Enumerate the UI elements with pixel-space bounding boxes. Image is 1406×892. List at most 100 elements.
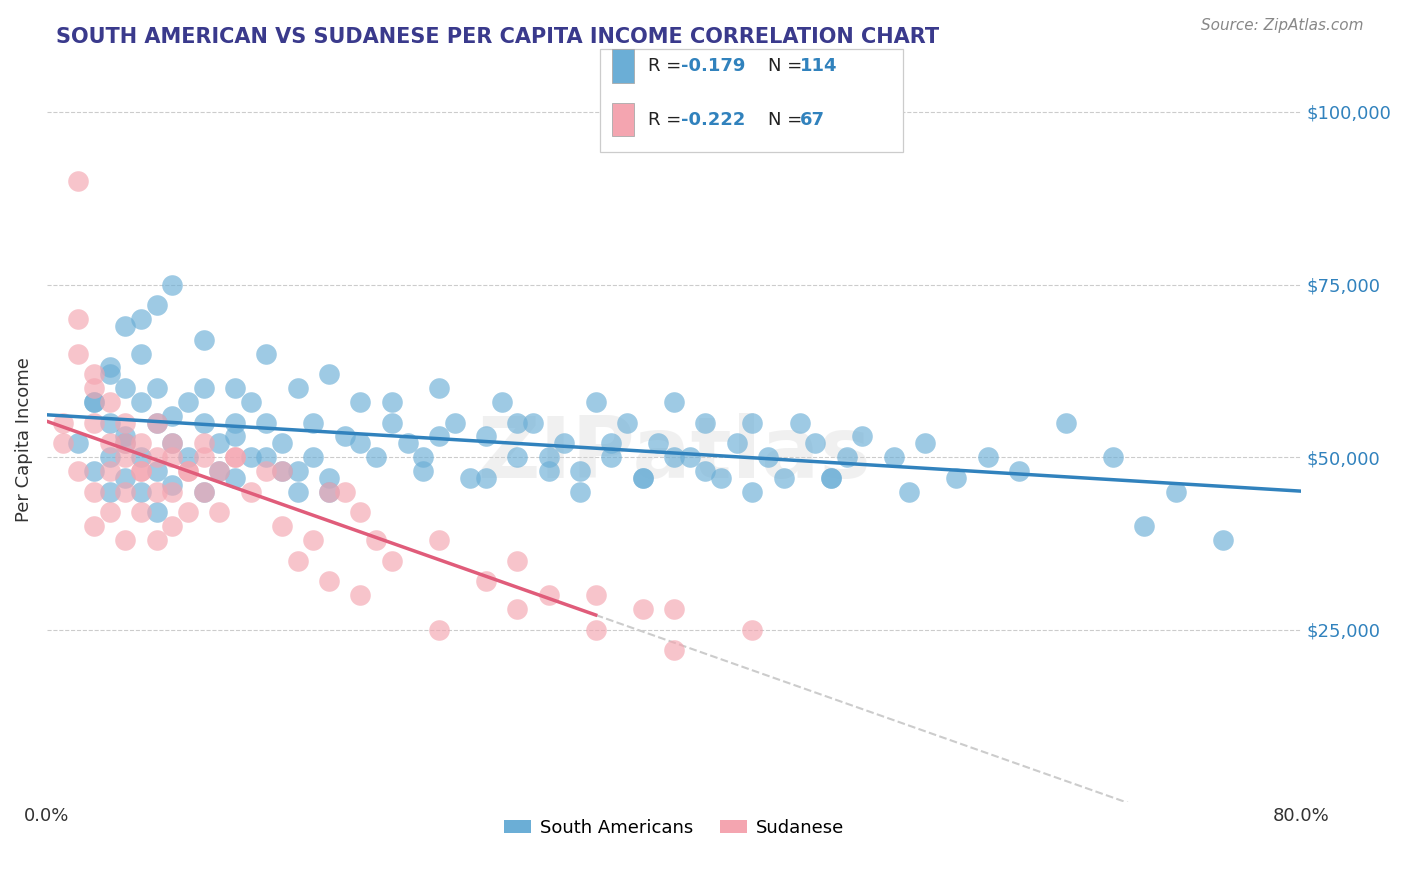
- Point: [254, 346, 277, 360]
- Y-axis label: Per Capita Income: Per Capita Income: [15, 358, 32, 523]
- Point: [177, 505, 200, 519]
- Point: [318, 471, 340, 485]
- Point: [349, 588, 371, 602]
- Point: [254, 416, 277, 430]
- Point: [83, 395, 105, 409]
- Point: [98, 360, 121, 375]
- Point: [271, 464, 294, 478]
- Point: [239, 484, 262, 499]
- Point: [224, 450, 246, 464]
- Point: [114, 436, 136, 450]
- Point: [129, 464, 152, 478]
- Point: [443, 416, 465, 430]
- Point: [616, 416, 638, 430]
- Point: [287, 381, 309, 395]
- Point: [224, 471, 246, 485]
- Point: [67, 464, 90, 478]
- Point: [177, 464, 200, 478]
- Point: [129, 312, 152, 326]
- Point: [851, 429, 873, 443]
- Point: [883, 450, 905, 464]
- Point: [83, 416, 105, 430]
- Point: [145, 416, 167, 430]
- Point: [537, 588, 560, 602]
- Point: [976, 450, 998, 464]
- Point: [318, 484, 340, 499]
- Point: [129, 505, 152, 519]
- Point: [412, 450, 434, 464]
- Point: [349, 505, 371, 519]
- Point: [898, 484, 921, 499]
- Point: [427, 623, 450, 637]
- Point: [302, 450, 325, 464]
- Point: [585, 623, 607, 637]
- Point: [208, 464, 231, 478]
- Point: [145, 484, 167, 499]
- Point: [458, 471, 481, 485]
- Point: [710, 471, 733, 485]
- Text: Source: ZipAtlas.com: Source: ZipAtlas.com: [1201, 18, 1364, 33]
- Text: N =: N =: [768, 57, 807, 75]
- Point: [193, 416, 215, 430]
- Point: [349, 395, 371, 409]
- Point: [239, 395, 262, 409]
- Point: [129, 346, 152, 360]
- Point: [381, 554, 404, 568]
- Point: [114, 450, 136, 464]
- Point: [67, 174, 90, 188]
- Point: [333, 484, 356, 499]
- Point: [52, 436, 75, 450]
- Point: [835, 450, 858, 464]
- Point: [83, 368, 105, 382]
- Point: [177, 450, 200, 464]
- Point: [631, 471, 654, 485]
- Point: [427, 381, 450, 395]
- Point: [98, 395, 121, 409]
- Point: [162, 436, 184, 450]
- Point: [145, 381, 167, 395]
- Point: [662, 643, 685, 657]
- Point: [129, 436, 152, 450]
- Point: [820, 471, 842, 485]
- Point: [506, 450, 529, 464]
- Point: [631, 602, 654, 616]
- Point: [756, 450, 779, 464]
- Point: [162, 436, 184, 450]
- Point: [129, 395, 152, 409]
- Point: [114, 436, 136, 450]
- Point: [349, 436, 371, 450]
- Point: [366, 450, 388, 464]
- Point: [600, 436, 623, 450]
- Text: R =: R =: [648, 57, 688, 75]
- Point: [647, 436, 669, 450]
- Point: [114, 416, 136, 430]
- Point: [271, 519, 294, 533]
- Point: [741, 416, 763, 430]
- Point: [381, 395, 404, 409]
- Point: [67, 346, 90, 360]
- Point: [1164, 484, 1187, 499]
- Point: [1212, 533, 1234, 547]
- Point: [412, 464, 434, 478]
- Point: [662, 395, 685, 409]
- Point: [67, 312, 90, 326]
- Point: [98, 368, 121, 382]
- Point: [67, 436, 90, 450]
- Text: R =: R =: [648, 111, 688, 128]
- Point: [600, 450, 623, 464]
- Text: 114: 114: [800, 57, 838, 75]
- Point: [287, 464, 309, 478]
- Point: [193, 381, 215, 395]
- Point: [820, 471, 842, 485]
- Point: [114, 533, 136, 547]
- Point: [318, 574, 340, 589]
- Point: [506, 554, 529, 568]
- Point: [522, 416, 544, 430]
- Point: [83, 381, 105, 395]
- Point: [193, 484, 215, 499]
- Point: [145, 533, 167, 547]
- Point: [1102, 450, 1125, 464]
- Point: [789, 416, 811, 430]
- Point: [333, 429, 356, 443]
- Text: -0.179: -0.179: [681, 57, 745, 75]
